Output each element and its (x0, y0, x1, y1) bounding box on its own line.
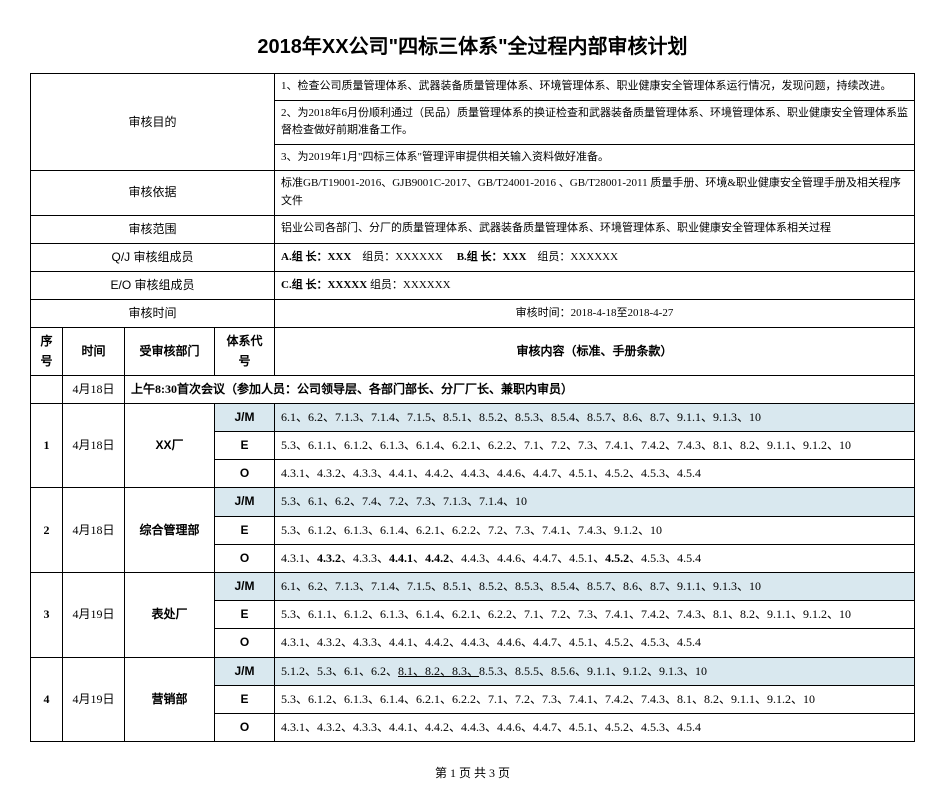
header-content: 2、为2018年6月份顺利通过（民品）质量管理体系的换证检查和武器装备质量管理体… (275, 100, 915, 144)
column-header-content: 审核内容（标准、手册条款） (275, 328, 915, 375)
clause-content-cell: 5.3、6.1.1、6.1.2、6.1.3、6.1.4、6.2.1、6.2.2、… (275, 432, 915, 460)
clause-content-cell: 4.3.1、4.3.2、4.3.3、4.4.1、4.4.2、4.4.3、4.4.… (275, 629, 915, 657)
header-label: 审核时间 (31, 300, 275, 328)
header-content: 审核时间：2018-4-18至2018-4-27 (275, 300, 915, 328)
seq-cell (31, 375, 63, 403)
clause-content-cell: 6.1、6.2、7.1.3、7.1.4、7.1.5、8.5.1、8.5.2、8.… (275, 403, 915, 431)
date-cell: 4月18日 (63, 488, 125, 573)
page-footer: 第 1 页 共 3 页 (30, 764, 915, 781)
header-content: A.组 长：XXX 组员：XXXXXX B.组 长：XXX 组员：XXXXXX (275, 243, 915, 271)
system-code-cell: J/M (215, 488, 275, 516)
system-code-cell: E (215, 685, 275, 713)
clause-content-cell: 5.3、6.1、6.2、7.4、7.2、7.3、7.1.3、7.1.4、10 (275, 488, 915, 516)
system-code-cell: O (215, 544, 275, 572)
date-cell: 4月19日 (63, 657, 125, 742)
system-code-cell: J/M (215, 403, 275, 431)
header-label: 审核目的 (31, 74, 275, 171)
dept-cell: 营销部 (125, 657, 215, 742)
dept-cell: 综合管理部 (125, 488, 215, 573)
dept-cell: 表处厂 (125, 573, 215, 658)
system-code-cell: O (215, 713, 275, 741)
meeting-row: 上午8:30首次会议（参加人员：公司领导层、各部门部长、分厂厂长、兼职内审员） (125, 375, 915, 403)
dept-cell: XX厂 (125, 403, 215, 488)
clause-content-cell: 4.3.1、4.3.2、4.3.3、4.4.1、4.4.2、4.4.3、4.4.… (275, 713, 915, 741)
header-content: C.组 长：XXXXX 组员：XXXXXX (275, 271, 915, 299)
clause-content-cell: 5.3、6.1.2、6.1.3、6.1.4、6.2.1、6.2.2、7.1、7.… (275, 685, 915, 713)
column-header-dept: 受审核部门 (125, 328, 215, 375)
audit-plan-table: 审核目的1、检查公司质量管理体系、武器装备质量管理体系、环境管理体系、职业健康安… (30, 73, 915, 742)
clause-content-cell: 5.3、6.1.1、6.1.2、6.1.3、6.1.4、6.2.1、6.2.2、… (275, 601, 915, 629)
header-label: Q/J 审核组成员 (31, 243, 275, 271)
system-code-cell: E (215, 432, 275, 460)
date-cell: 4月19日 (63, 573, 125, 658)
header-label: 审核依据 (31, 171, 275, 215)
column-header-sys: 体系代号 (215, 328, 275, 375)
date-cell: 4月18日 (63, 403, 125, 488)
header-content: 标准GB/T19001-2016、GJB9001C-2017、GB/T24001… (275, 171, 915, 215)
seq-cell: 2 (31, 488, 63, 573)
header-content: 3、为2019年1月"四标三体系"管理评审提供相关输入资料做好准备。 (275, 144, 915, 171)
system-code-cell: J/M (215, 657, 275, 685)
seq-cell: 3 (31, 573, 63, 658)
page-title: 2018年XX公司"四标三体系"全过程内部审核计划 (30, 30, 915, 59)
clause-content-cell: 4.3.1、4.3.2、4.3.3、4.4.1、4.4.2、4.4.3、4.4.… (275, 460, 915, 488)
header-label: 审核范围 (31, 215, 275, 243)
system-code-cell: E (215, 516, 275, 544)
clause-content-cell: 5.1.2、5.3、6.1、6.2、8.1、8.2、8.3、8.5.3、8.5.… (275, 657, 915, 685)
clause-content-cell: 5.3、6.1.2、6.1.3、6.1.4、6.2.1、6.2.2、7.2、7.… (275, 516, 915, 544)
header-content: 铝业公司各部门、分厂的质量管理体系、武器装备质量管理体系、环境管理体系、职业健康… (275, 215, 915, 243)
clause-content-cell: 4.3.1、4.3.2、4.3.3、4.4.1、4.4.2、4.4.3、4.4.… (275, 544, 915, 572)
column-header-date: 时间 (63, 328, 125, 375)
header-content: 1、检查公司质量管理体系、武器装备质量管理体系、环境管理体系、职业健康安全管理体… (275, 74, 915, 101)
date-cell: 4月18日 (63, 375, 125, 403)
clause-content-cell: 6.1、6.2、7.1.3、7.1.4、7.1.5、8.5.1、8.5.2、8.… (275, 573, 915, 601)
system-code-cell: O (215, 629, 275, 657)
seq-cell: 1 (31, 403, 63, 488)
header-label: E/O 审核组成员 (31, 271, 275, 299)
seq-cell: 4 (31, 657, 63, 742)
system-code-cell: O (215, 460, 275, 488)
system-code-cell: E (215, 601, 275, 629)
column-header-seq: 序号 (31, 328, 63, 375)
system-code-cell: J/M (215, 573, 275, 601)
